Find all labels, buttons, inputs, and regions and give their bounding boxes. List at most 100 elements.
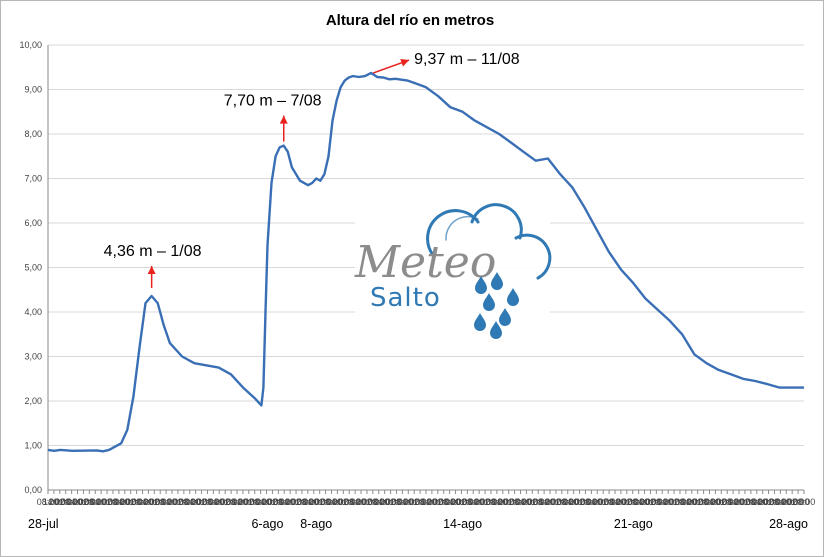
x-tick-label: 08:00	[415, 497, 438, 507]
annotations: 4,36 m – 1/08 7,70 m – 7/08 9,37 m – 11/08	[104, 51, 520, 288]
x-tick-label: 14:00	[43, 497, 66, 507]
x-tick-label: 20:00	[261, 497, 284, 507]
x-tick-label: 20:00	[403, 497, 426, 507]
x-tick-label: 08:00	[391, 497, 414, 507]
x-tick-label: 14:00	[751, 497, 774, 507]
x-tick-label: 08:00	[37, 497, 60, 507]
x-tick-label: 14:00	[279, 497, 302, 507]
x-tick-label: 08:00	[604, 497, 627, 507]
series-group	[47, 71, 804, 453]
x-tick-label: 08:00	[675, 497, 698, 507]
x-tick-label: 14:00	[232, 497, 255, 507]
x-tick-label: 20:00	[214, 497, 237, 507]
raindrop-icon	[483, 293, 495, 311]
x-tick-label: 02:00	[669, 497, 692, 507]
x-tick-label: 02:00	[196, 497, 219, 507]
x-tick-label: 02:00	[503, 497, 526, 507]
x-tick-label: 08:00	[556, 497, 579, 507]
x-tick-label: 08:00	[627, 497, 650, 507]
x-tick-label: 02:00	[314, 497, 337, 507]
y-tick-label: 2,00	[24, 396, 42, 406]
date-label: 8-ago	[300, 517, 332, 531]
date-label: 14-ago	[443, 517, 482, 531]
gridlines	[47, 44, 804, 491]
x-tick-label: 20:00	[734, 497, 757, 507]
x-tick-label: 08:00	[249, 497, 272, 507]
x-tick-label: 20:00	[474, 497, 497, 507]
x-tick-label: 02:00	[551, 497, 574, 507]
y-tick-label: 3,00	[24, 352, 42, 362]
raindrop-icon	[491, 272, 503, 290]
x-tick-label: 14:00	[515, 497, 538, 507]
x-tick-label: 08:00	[580, 497, 603, 507]
x-tick-label: 02:00	[362, 497, 385, 507]
x-tick-label: 20:00	[285, 497, 308, 507]
x-tick-label: 08:00	[84, 497, 107, 507]
x-tick-label: 14:00	[350, 497, 373, 507]
x-tick-label: 02:00	[220, 497, 243, 507]
y-tick-label: 0,00	[24, 485, 42, 495]
x-tick-label: 20:00	[72, 497, 95, 507]
x-tick-label: 08:00	[438, 497, 461, 507]
x-tick-label: 20:00	[96, 497, 119, 507]
chart-title: Altura del río en metros	[326, 12, 494, 29]
x-tick-label: 14:00	[255, 497, 278, 507]
x-tick-label: 08:00	[793, 497, 816, 507]
y-tick-label: 4,00	[24, 307, 42, 317]
raindrop-icon	[499, 308, 511, 326]
y-tick-label: 1,00	[24, 441, 42, 451]
x-tick-label: 02:00	[645, 497, 668, 507]
x-tick-label: 20:00	[757, 497, 780, 507]
x-tick-label: 20:00	[238, 497, 261, 507]
x-tick-label: 08:00	[226, 497, 249, 507]
x-tick-label: 14:00	[90, 497, 113, 507]
x-tick-label: 08:00	[202, 497, 225, 507]
x-tick-label: 08:00	[320, 497, 343, 507]
x-tick-label: 02:00	[480, 497, 503, 507]
raindrop-icon	[474, 313, 486, 331]
raindrop-icon	[475, 276, 487, 294]
x-tick-label: 02:00	[102, 497, 125, 507]
x-tick-label: 14:00	[704, 497, 727, 507]
x-tick-label: 20:00	[663, 497, 686, 507]
raindrop-icon	[490, 321, 502, 339]
x-tick-label: 14:00	[444, 497, 467, 507]
x-tick-label: 20:00	[119, 497, 142, 507]
x-tick-label: 20:00	[332, 497, 355, 507]
annotation-arrowhead	[279, 115, 288, 124]
date-label: 28-jul	[28, 517, 59, 531]
x-tick-label: 20:00	[190, 497, 213, 507]
x-tick-label: 14:00	[303, 497, 326, 507]
x-tick-label: 14:00	[562, 497, 585, 507]
raindrops-icon	[474, 272, 519, 339]
x-tick-label: 14:00	[421, 497, 444, 507]
x-tick-label: 02:00	[456, 497, 479, 507]
x-tick-label: 02:00	[243, 497, 266, 507]
meteo-salto-logo: Meteo Salto	[354, 203, 552, 339]
x-tick-label: 02:00	[598, 497, 621, 507]
x-tick-label: 20:00	[379, 497, 402, 507]
x-tick-label: 08:00	[769, 497, 792, 507]
x-tick-label: 14:00	[114, 497, 137, 507]
x-tick-label: 14:00	[373, 497, 396, 507]
x-tick-label: 08:00	[509, 497, 532, 507]
x-tick-label: 14:00	[492, 497, 515, 507]
x-tick-label: 20:00	[592, 497, 615, 507]
y-tick-label: 6,00	[24, 218, 42, 228]
x-tick-label: 08:00	[60, 497, 83, 507]
x-tick-label: 14:00	[610, 497, 633, 507]
x-tick-label: 08:00	[273, 497, 296, 507]
y-tick-label: 8,00	[24, 129, 42, 139]
x-tick-label: 02:00	[787, 497, 810, 507]
x-tick-label: 08:00	[698, 497, 721, 507]
annotation-label: 7,70 m – 7/08	[224, 93, 322, 110]
x-tick-label: 08:00	[722, 497, 745, 507]
x-tick-label: 08:00	[297, 497, 320, 507]
x-tick-label: 02:00	[173, 497, 196, 507]
y-tick-label: 9,00	[24, 85, 42, 95]
x-tick-label: 20:00	[427, 497, 450, 507]
x-tick-label: 08:00	[367, 497, 390, 507]
x-tick-label: 14:00	[326, 497, 349, 507]
y-tick-label: 7,00	[24, 174, 42, 184]
